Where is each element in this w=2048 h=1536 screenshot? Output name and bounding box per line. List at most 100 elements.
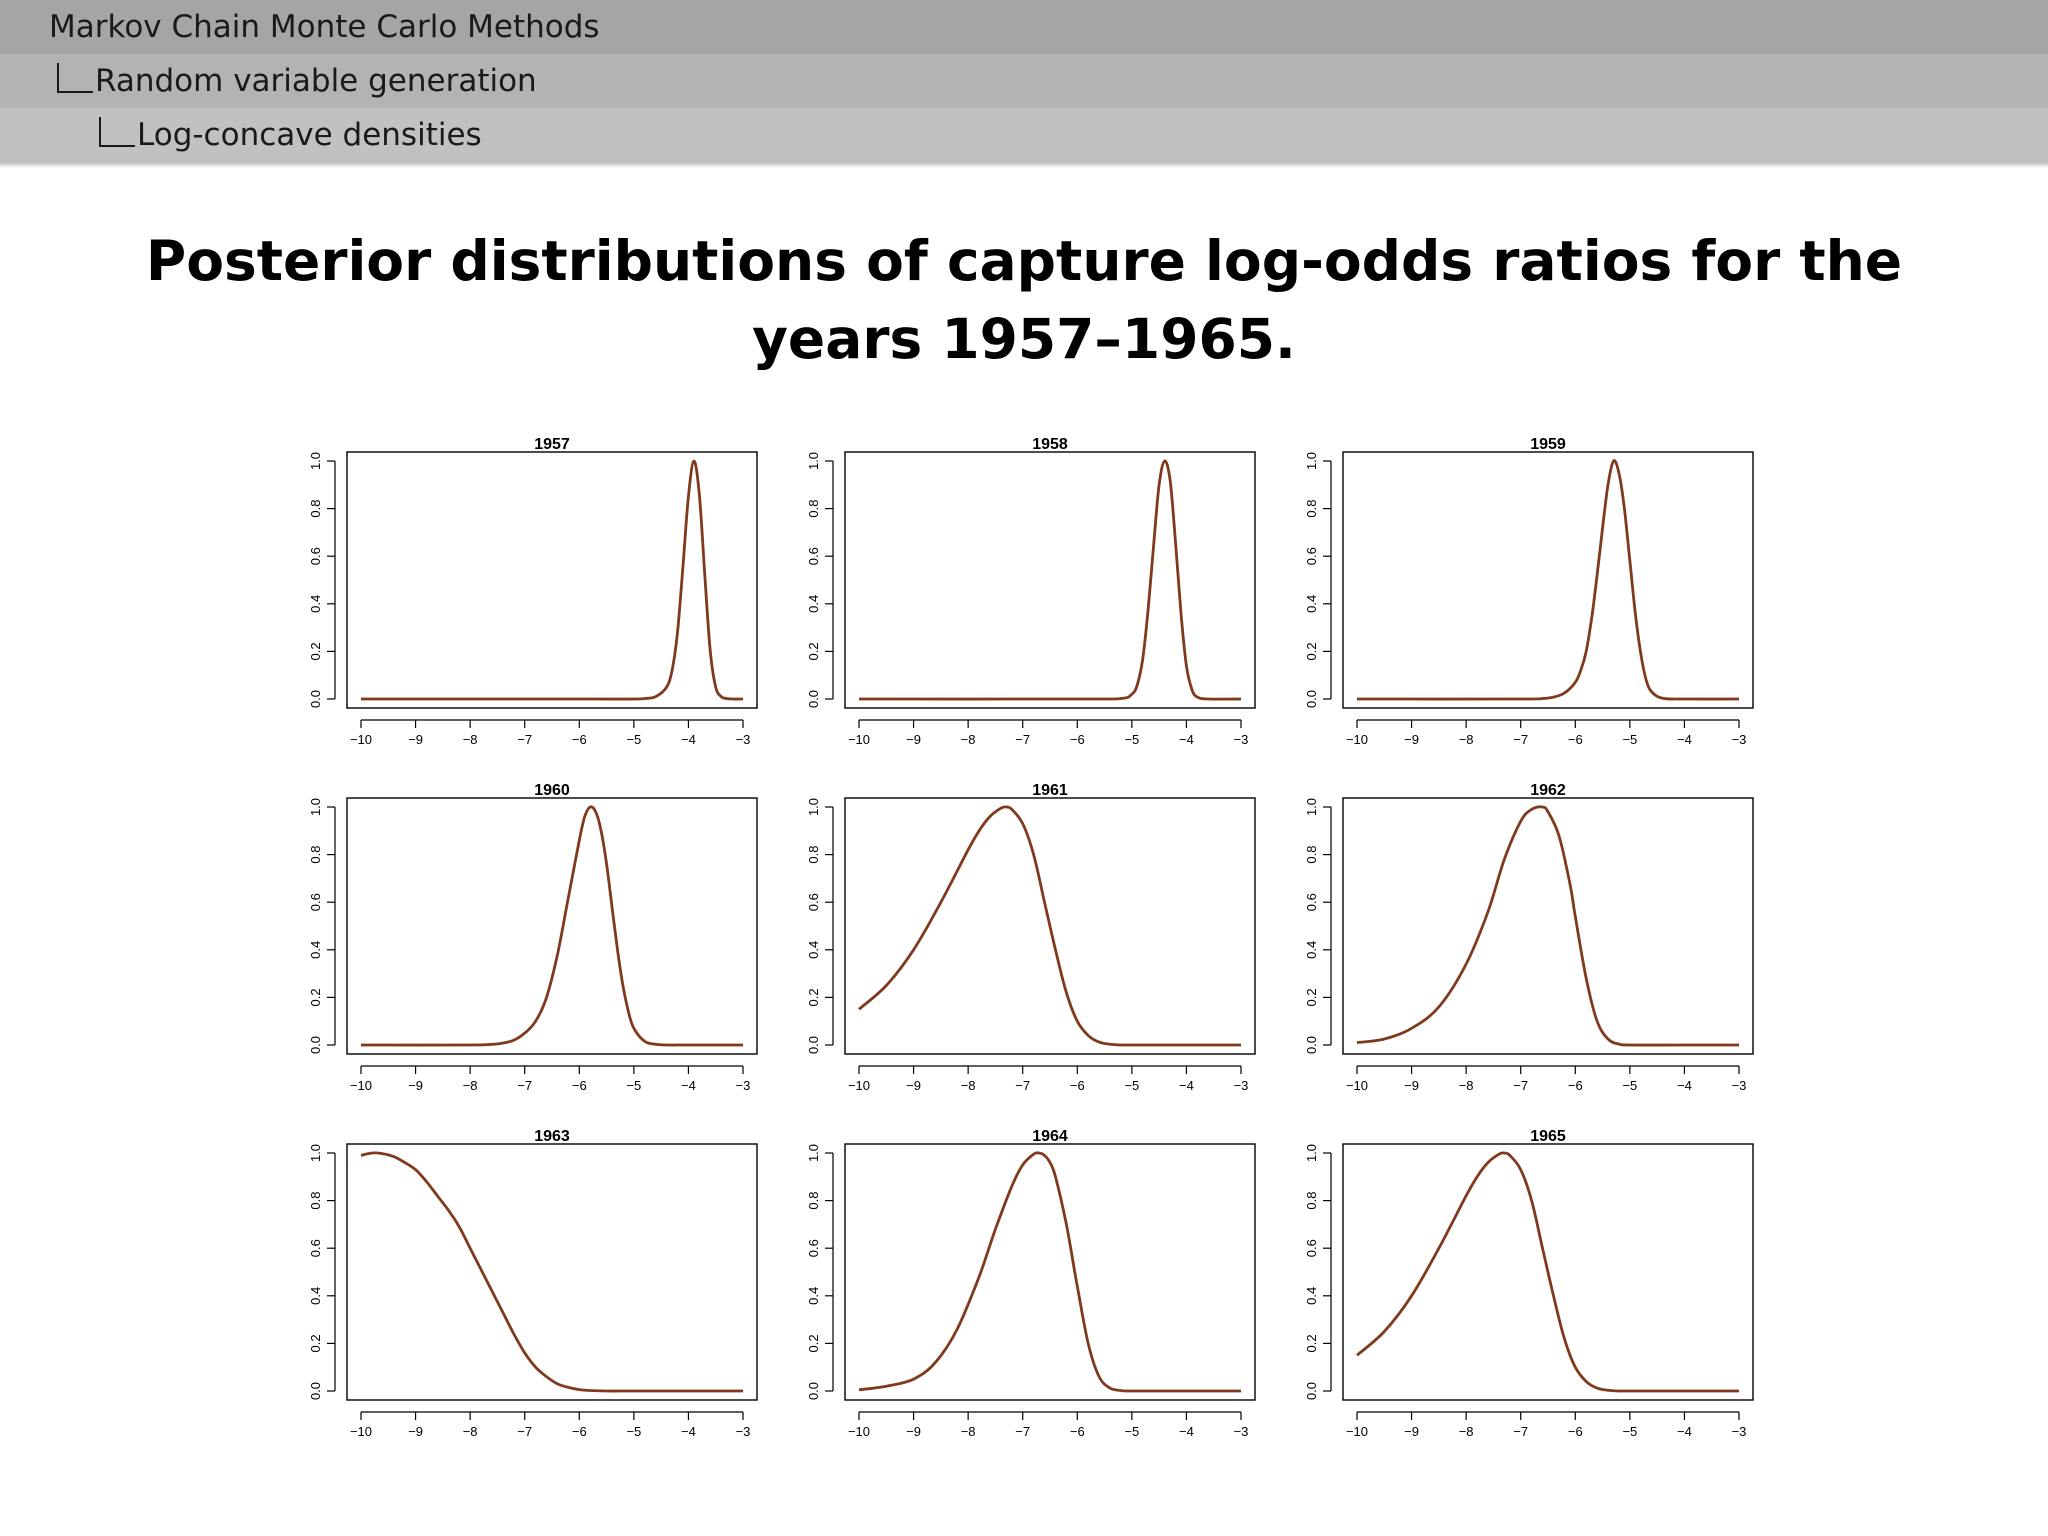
x-tick-label: −6: [572, 1078, 587, 1093]
x-tick-label: −6: [1070, 732, 1085, 747]
plot-frame: [1342, 797, 1754, 1055]
x-tick-label: −6: [1070, 1078, 1085, 1093]
x-tick-label: −7: [517, 732, 532, 747]
y-tick-label: 1.0: [1304, 798, 1319, 816]
x-tick-label: −6: [1070, 1424, 1085, 1439]
y-tick-label: 0.4: [308, 1287, 323, 1305]
y-tick-label: 1.0: [308, 1144, 323, 1162]
breadcrumb-level-1: Markov Chain Monte Carlo Methods: [0, 0, 2048, 54]
y-tick-label: 1.0: [308, 798, 323, 816]
x-tick-label: −8: [1459, 1424, 1474, 1439]
x-tick-label: −6: [1568, 1078, 1583, 1093]
plot-frame: [844, 1143, 1256, 1401]
breadcrumb-level-2: Random variable generation: [0, 54, 2048, 108]
x-tick-label: −7: [517, 1424, 532, 1439]
x-tick-label: −5: [1124, 1424, 1139, 1439]
y-tick-label: 0.0: [1304, 1036, 1319, 1054]
x-tick-label: −5: [626, 732, 641, 747]
x-tick-label: −5: [626, 1424, 641, 1439]
x-tick-label: −4: [1179, 1078, 1194, 1093]
x-tick-label: −8: [463, 732, 478, 747]
x-tick-label: −3: [736, 732, 751, 747]
x-tick-label: −3: [1732, 1424, 1747, 1439]
x-tick-label: −8: [463, 1424, 478, 1439]
tree-corner-icon: [57, 63, 93, 93]
x-tick-label: −8: [961, 1078, 976, 1093]
x-tick-label: −4: [681, 1424, 696, 1439]
y-tick-label: 0.8: [1304, 1192, 1319, 1210]
y-tick-label: 0.2: [308, 642, 323, 660]
x-tick-label: −3: [1234, 1424, 1249, 1439]
x-tick-label: −4: [681, 732, 696, 747]
slide-title: Posterior distributions of capture log-o…: [145, 229, 1903, 371]
y-tick-label: 0.0: [308, 1382, 323, 1400]
x-tick-label: −6: [572, 732, 587, 747]
tree-corner-icon: [99, 117, 135, 147]
y-tick-label: 0.2: [1304, 988, 1319, 1006]
x-tick-label: −9: [906, 1078, 921, 1093]
panel-title: 1965: [1530, 1128, 1566, 1145]
x-tick-label: −9: [906, 1424, 921, 1439]
x-tick-label: −10: [350, 732, 372, 747]
y-tick-label: 0.4: [806, 1287, 821, 1305]
plot-frame: [1342, 451, 1754, 709]
y-tick-label: 0.6: [308, 547, 323, 565]
y-tick-label: 0.0: [308, 690, 323, 708]
density-curve: [360, 1151, 743, 1393]
density-curve: [360, 805, 743, 1047]
breadcrumb-shadow: [0, 162, 2048, 168]
y-tick-label: 1.0: [1304, 452, 1319, 470]
x-tick-label: −8: [1459, 1078, 1474, 1093]
x-tick-label: −7: [1513, 1424, 1528, 1439]
panel-title: 1957: [534, 436, 570, 453]
y-tick-label: 0.2: [806, 642, 821, 660]
x-tick-label: −4: [1179, 1424, 1194, 1439]
x-tick-label: −4: [681, 1078, 696, 1093]
y-tick-label: 0.2: [1304, 1334, 1319, 1352]
panel-title: 1963: [534, 1128, 570, 1145]
x-tick-label: −4: [1677, 732, 1692, 747]
y-tick-label: 0.0: [806, 1382, 821, 1400]
y-tick-label: 0.2: [308, 1334, 323, 1352]
y-tick-label: 0.4: [1304, 1287, 1319, 1305]
x-tick-label: −7: [1015, 1424, 1030, 1439]
density-curve: [858, 1151, 1241, 1393]
plot-frame: [346, 797, 758, 1055]
x-tick-label: −10: [1346, 732, 1368, 747]
x-tick-label: −8: [1459, 732, 1474, 747]
x-tick-label: −4: [1677, 1424, 1692, 1439]
y-tick-label: 0.2: [308, 988, 323, 1006]
y-tick-label: 0.8: [1304, 500, 1319, 518]
y-tick-label: 1.0: [308, 452, 323, 470]
breadcrumb-level-1-label: Markov Chain Monte Carlo Methods: [49, 9, 600, 45]
y-tick-label: 0.8: [806, 500, 821, 518]
x-tick-label: −3: [736, 1424, 751, 1439]
plot-frame: [346, 451, 758, 709]
plot-frame: [844, 797, 1256, 1055]
y-tick-label: 0.8: [1304, 846, 1319, 864]
x-tick-label: −5: [1622, 1424, 1637, 1439]
density-curve: [1356, 1151, 1739, 1393]
x-tick-label: −5: [1622, 732, 1637, 747]
y-tick-label: 1.0: [806, 1144, 821, 1162]
x-tick-label: −3: [736, 1078, 751, 1093]
x-tick-label: −10: [1346, 1078, 1368, 1093]
plot-frame: [1342, 1143, 1754, 1401]
y-tick-label: 0.4: [1304, 941, 1319, 959]
x-tick-label: −10: [848, 1078, 870, 1093]
x-tick-label: −8: [961, 1424, 976, 1439]
density-curve: [361, 459, 744, 701]
y-tick-label: 0.8: [308, 846, 323, 864]
density-curve: [1356, 805, 1739, 1047]
y-tick-label: 0.6: [806, 1239, 821, 1257]
x-tick-label: −7: [1015, 732, 1030, 747]
x-tick-label: −3: [1234, 1078, 1249, 1093]
x-tick-label: −9: [1404, 1424, 1419, 1439]
x-tick-label: −6: [572, 1424, 587, 1439]
y-tick-label: 0.8: [308, 500, 323, 518]
x-tick-label: −10: [848, 732, 870, 747]
plot-frame: [844, 451, 1256, 709]
x-tick-label: −4: [1677, 1078, 1692, 1093]
y-tick-label: 0.0: [806, 1036, 821, 1054]
